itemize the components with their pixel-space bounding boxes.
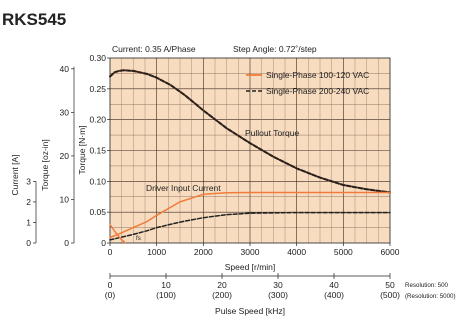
resolution-paren-label: (Resolution: 5000) (405, 293, 456, 300)
y-tick-label: 0.30 (89, 53, 106, 63)
axes: 0 1000 2000 3000 4000 5000 600000.050.100.150.… (26, 53, 399, 257)
header-current: Current: 0.35 A/Phase (112, 44, 196, 54)
pulse-tick-label-paren: (400) (324, 290, 344, 300)
y-tick-label: 0.20 (89, 115, 106, 125)
x-tick-label: 2000 (194, 247, 213, 257)
x-tick-label: 1000 (147, 247, 166, 257)
pulse-tick-label: 10 (161, 280, 171, 290)
x-tick-label: 5000 (334, 247, 353, 257)
pulse-speed-axis: 0(0) 10(100) 20(200) 30(300) 40(400) 50(500) (105, 273, 400, 300)
pulse-tick-label: 0 (108, 280, 113, 290)
annotation-driver-input-current: Driver Input Current (146, 183, 221, 193)
annotation-fs: fs (136, 235, 141, 242)
series-current-2 (109, 191, 391, 239)
pulse-tick-label-paren: (100) (156, 290, 176, 300)
grid (109, 57, 391, 244)
y-tick-label: 0.25 (89, 84, 106, 94)
pulse-tick-label-paren: (200) (212, 290, 232, 300)
x-tick-label: 4000 (287, 247, 306, 257)
y-axis-label: Torque [N·m] (77, 125, 87, 174)
series-pullout-1 (109, 69, 391, 194)
y2-axis-label: Torque [oz-in] (40, 139, 50, 191)
pulse-tick-label-paren: (500) (380, 290, 400, 300)
pulse-axis-label: Pulse Speed [kHz] (215, 306, 285, 316)
y2-tick-label: 10 (60, 194, 70, 204)
y-tick-label: 0 (101, 238, 106, 248)
x-tick-label: 6000 (381, 247, 400, 257)
pulse-tick-label: 50 (385, 280, 395, 290)
x-tick-label: 0 (108, 247, 113, 257)
pulse-tick-label: 20 (217, 280, 227, 290)
legend: Single-Phase 100-120 VAC Single-Phase 20… (246, 70, 369, 96)
model-title: RKS545 (2, 10, 66, 29)
y3-tick-label: 1 (26, 217, 31, 227)
annotation-pullout-torque: Pullout Torque (245, 128, 299, 138)
pulse-tick-label: 30 (273, 280, 283, 290)
y2-tick-label: 30 (60, 107, 70, 117)
y3-tick-label: 0 (26, 238, 31, 248)
series-fs-4 (109, 223, 127, 244)
header-step-angle: Step Angle: 0.72˚/step (233, 44, 317, 54)
y2-tick-label: 20 (60, 151, 70, 161)
series-layer (109, 69, 391, 244)
y3-tick-label: 2 (26, 197, 31, 207)
y3-axis-label: Current [A] (10, 154, 20, 195)
y-tick-label: 0.15 (89, 146, 106, 156)
y2-tick-label: 40 (60, 64, 70, 74)
resolution-label: Resolution: 500 (405, 282, 449, 289)
pulse-tick-label: 40 (329, 280, 339, 290)
y3-tick-label: 3 (26, 176, 31, 186)
pulse-tick-label-paren: (0) (105, 290, 116, 300)
legend-label-100v: Single-Phase 100-120 VAC (266, 70, 369, 80)
series-current-3 (109, 211, 391, 241)
legend-label-200v: Single-Phase 200-240 VAC (266, 86, 369, 96)
y-tick-label: 0.05 (89, 207, 106, 217)
x-tick-label: 3000 (241, 247, 260, 257)
y2-tick-label: 0 (64, 238, 69, 248)
x-axis-label: Speed [r/min] (225, 262, 276, 272)
y-tick-label: 0.10 (89, 176, 106, 186)
pulse-tick-label-paren: (300) (268, 290, 288, 300)
